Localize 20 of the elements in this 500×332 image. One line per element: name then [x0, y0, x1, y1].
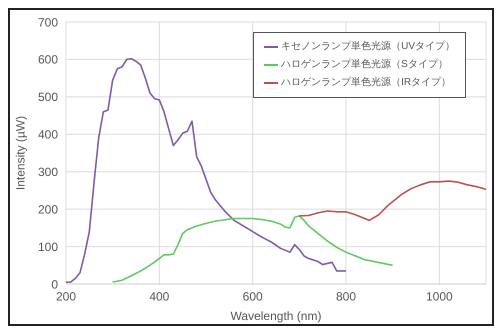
- y-axis-title: Intensity (µW): [13, 116, 28, 190]
- x-tick-label: 800: [336, 290, 356, 304]
- x-tick-label: 200: [56, 290, 76, 304]
- y-tick-label: 0: [51, 277, 58, 292]
- line-series: [298, 180, 486, 222]
- x-tick-label: 1000: [426, 290, 454, 304]
- y-tick-label: 700: [38, 15, 58, 30]
- y-tick-label: 400: [38, 128, 58, 142]
- y-tick-label: 600: [38, 52, 58, 67]
- legend-label: キセノンランプ単色光源（UVタイプ）: [281, 40, 455, 54]
- line-series: [112, 215, 394, 283]
- y-tick-label: 500: [38, 90, 58, 104]
- x-axis-title: Wavelength (nm): [230, 309, 322, 323]
- y-tick-label: 100: [38, 240, 58, 254]
- y-tick-label: 300: [38, 164, 58, 179]
- x-tick-label: 400: [149, 290, 170, 304]
- y-tick-label: 200: [38, 202, 58, 216]
- legend-label: ハロゲンランプ単色光源（IRタイプ）: [281, 76, 452, 90]
- legend-label: ハロゲンランプ単色光源（Sタイプ）: [281, 58, 448, 72]
- x-tick-label: 600: [242, 290, 263, 304]
